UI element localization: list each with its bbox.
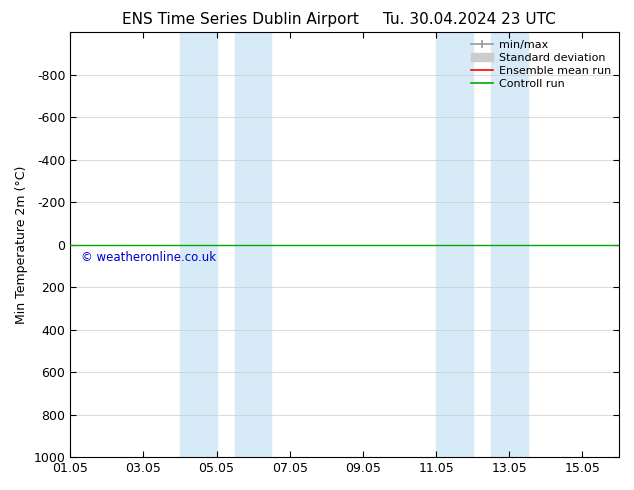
Text: ENS Time Series Dublin Airport: ENS Time Series Dublin Airport xyxy=(122,12,359,27)
Y-axis label: Min Temperature 2m (°C): Min Temperature 2m (°C) xyxy=(15,166,28,324)
Bar xyxy=(491,32,527,457)
Bar xyxy=(235,32,271,457)
Text: Tu. 30.04.2024 23 UTC: Tu. 30.04.2024 23 UTC xyxy=(383,12,555,27)
Bar xyxy=(436,32,473,457)
Legend: min/max, Standard deviation, Ensemble mean run, Controll run: min/max, Standard deviation, Ensemble me… xyxy=(469,38,614,91)
Text: © weatheronline.co.uk: © weatheronline.co.uk xyxy=(81,251,216,264)
Bar xyxy=(180,32,217,457)
